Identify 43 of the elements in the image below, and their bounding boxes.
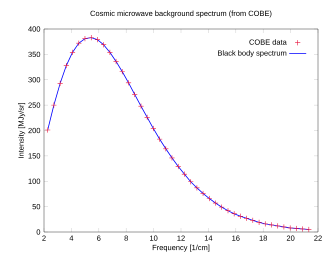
point [169, 155, 175, 161]
point [262, 220, 268, 227]
point [57, 80, 64, 86]
point [250, 217, 256, 224]
point [218, 204, 225, 210]
point [306, 226, 312, 232]
point [132, 92, 138, 98]
point [194, 184, 200, 191]
point [63, 62, 70, 68]
point [188, 178, 194, 185]
point [106, 49, 113, 56]
point [76, 40, 82, 46]
point [150, 126, 156, 132]
point [238, 213, 244, 220]
point [70, 49, 76, 56]
point [300, 226, 306, 232]
point [256, 219, 262, 226]
point [175, 164, 182, 170]
point [268, 222, 274, 228]
point [94, 36, 100, 43]
point [280, 224, 287, 230]
point [162, 146, 169, 152]
point [244, 215, 250, 222]
point [50, 102, 57, 108]
point [287, 225, 294, 231]
point [212, 200, 218, 206]
point [144, 114, 150, 120]
point [231, 210, 238, 217]
point [156, 136, 163, 142]
point [113, 58, 119, 64]
point [100, 42, 106, 48]
point [293, 226, 300, 232]
point [138, 103, 144, 110]
point [274, 223, 281, 229]
point [88, 34, 94, 41]
point [206, 196, 212, 202]
point [225, 208, 231, 214]
point [119, 68, 126, 75]
point [126, 80, 132, 86]
point [44, 127, 51, 133]
point [200, 190, 206, 196]
point [82, 36, 88, 42]
point [182, 171, 188, 178]
